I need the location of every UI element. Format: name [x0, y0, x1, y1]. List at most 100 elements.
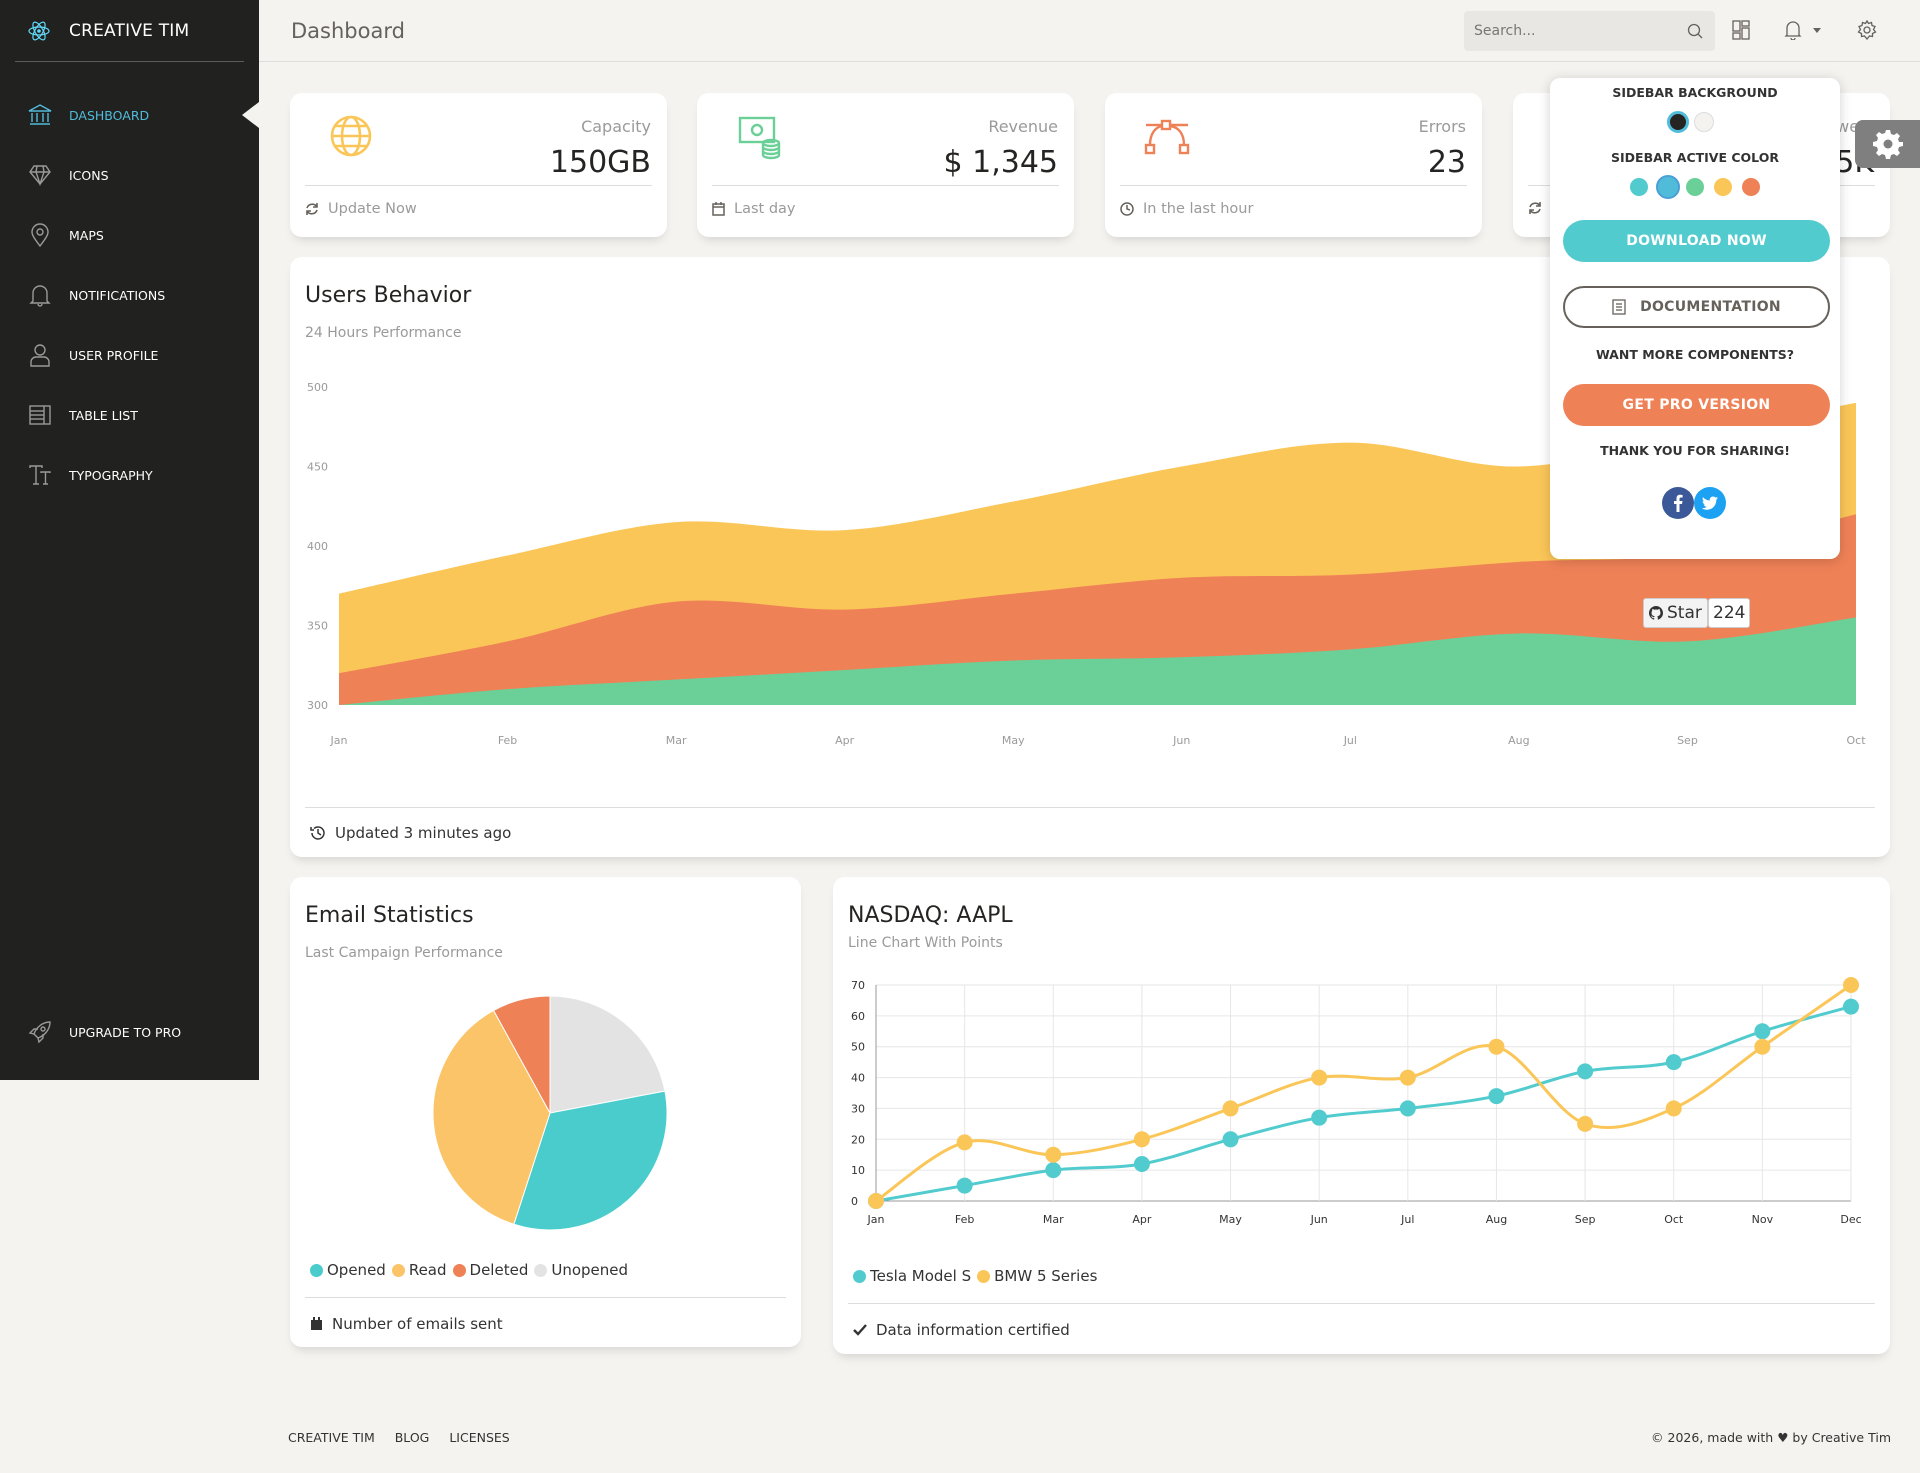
x-tick-label: Jul [1343, 734, 1357, 747]
gear-icon [1872, 130, 1903, 159]
footer-link-blog[interactable]: BLOG [394, 1430, 430, 1445]
settings-gear-icon[interactable] [1857, 20, 1877, 40]
stat-footer[interactable]: In the last hour [1120, 201, 1253, 217]
card-footer-text: Updated 3 minutes ago [335, 824, 512, 842]
data-point [1577, 1063, 1594, 1080]
spaceship-icon [27, 1019, 53, 1045]
legend-dot [452, 1263, 466, 1277]
sidebar-background-heading: SIDEBAR BACKGROUND [1612, 85, 1778, 100]
download-now-button[interactable]: DOWNLOAD NOW [1563, 220, 1830, 262]
stat-footer[interactable]: Last day [712, 201, 795, 217]
active-color-primary-swatch[interactable] [1630, 178, 1648, 196]
y-tick-label: 70 [851, 979, 865, 992]
divider [1120, 185, 1467, 186]
sidebar-item-user-profile[interactable]: USER PROFILE [0, 325, 259, 385]
users-behavior-chart: 300 350 400 450 500 Jan Feb Mar Apr May Jun Jul Aug S… [307, 381, 1866, 747]
legend-item: Opened [310, 1261, 386, 1279]
data-point [1133, 1155, 1150, 1172]
active-color-danger-swatch[interactable] [1742, 178, 1760, 196]
card-subtitle: 24 Hours Performance [305, 325, 462, 341]
layout-icon[interactable] [1732, 20, 1750, 40]
settings-dropdown: SIDEBAR BACKGROUND SIDEBAR ACTIVE COLOR … [1550, 78, 1840, 628]
x-tick-label: Jun [1310, 1213, 1328, 1226]
user-icon [27, 342, 53, 368]
footer-link-creative-tim[interactable]: CREATIVE TIM [288, 1430, 375, 1445]
footer-links: CREATIVE TIM BLOG LICENSES [288, 1430, 526, 1445]
search-icon[interactable] [1687, 23, 1703, 39]
stat-value: $ 1,345 [943, 145, 1058, 180]
check-icon [853, 1324, 867, 1336]
legend-dot [977, 1269, 991, 1283]
legend-dot [853, 1269, 866, 1283]
facebook-share-button[interactable] [1662, 487, 1694, 519]
sidebar-item-icons[interactable]: ICONS [0, 145, 259, 205]
stat-label: Capacity [581, 117, 651, 136]
heart-icon: ♥ [1777, 1430, 1789, 1445]
sidebar-item-notifications[interactable]: NOTIFICATIONS [0, 265, 259, 325]
x-tick-label: Jul [1400, 1213, 1414, 1226]
copyright: © 2026, made with ♥ by Creative Tim [1651, 1430, 1891, 1445]
sidebar-item-label: USER PROFILE [69, 347, 159, 363]
documentation-button[interactable]: DOCUMENTATION [1563, 286, 1830, 328]
stat-value: 23 [1427, 145, 1466, 180]
react-logo-icon [28, 21, 50, 40]
card-subtitle: Last Campaign Performance [305, 945, 503, 961]
clock-icon [1120, 202, 1134, 216]
x-tick-label: Apr [835, 734, 855, 747]
active-color-warning-swatch[interactable] [1714, 178, 1732, 196]
divider [305, 1297, 786, 1298]
sidebar-item-dashboard[interactable]: DASHBOARD [0, 85, 259, 145]
brand[interactable]: CREATIVE TIM [15, 0, 244, 62]
caret-down-icon[interactable] [1813, 28, 1821, 34]
star-label: Star [1667, 603, 1702, 623]
legend-dot [534, 1263, 548, 1277]
x-tick-label: Nov [1752, 1213, 1774, 1226]
card-title: Users Behavior [305, 283, 472, 308]
globe-icon [330, 115, 372, 157]
table-list-icon [27, 402, 53, 428]
sidebar-item-label: TYPOGRAPHY [69, 467, 153, 483]
card-title: NASDAQ: AAPL [848, 903, 1013, 928]
search-input[interactable]: Search... [1464, 11, 1715, 51]
sidebar-item-label: NOTIFICATIONS [69, 287, 166, 303]
copyright-suffix: by Creative Tim [1792, 1430, 1891, 1445]
card-title: Email Statistics [305, 903, 474, 928]
card-footer-text: Number of emails sent [332, 1315, 503, 1333]
series-line [875, 1005, 1852, 1203]
sidebar-item-typography[interactable]: TYPOGRAPHY [0, 445, 259, 505]
github-star-count[interactable]: 224 [1708, 598, 1751, 628]
sidebar-item-maps[interactable]: MAPS [0, 205, 259, 265]
sidebar-bg-white-swatch[interactable] [1694, 112, 1714, 132]
settings-toggle-button[interactable] [1855, 120, 1920, 168]
upgrade-to-pro-link[interactable]: UPGRADE TO PRO [0, 1002, 259, 1062]
email-statistics-card: Email Statistics Last Campaign Performan… [290, 877, 801, 1347]
stat-footer[interactable] [1528, 201, 1542, 215]
get-pro-button[interactable]: GET PRO VERSION [1563, 384, 1830, 426]
footer-link-licenses[interactable]: LICENSES [449, 1430, 510, 1445]
stat-card-capacity: Capacity 150GB Update Now [290, 93, 667, 237]
y-tick-label: 20 [851, 1133, 865, 1146]
y-tick-label: 350 [307, 620, 328, 633]
active-color-success-swatch[interactable] [1686, 178, 1704, 196]
pie-slice [513, 1090, 668, 1231]
active-color-info-swatch[interactable] [1656, 175, 1680, 199]
data-point [1488, 1038, 1505, 1055]
sidebar-item-table-list[interactable]: TABLE LIST [0, 385, 259, 445]
bell-icon [27, 282, 53, 308]
github-star-button[interactable]: Star [1643, 598, 1708, 628]
data-point [1045, 1146, 1062, 1163]
bell-icon[interactable] [1783, 20, 1803, 40]
data-point [1399, 1100, 1416, 1117]
legend-item: Read [391, 1261, 447, 1279]
y-tick-label: 300 [307, 699, 328, 712]
divider [848, 1303, 1875, 1304]
twitter-share-button[interactable] [1694, 487, 1726, 519]
sidebar-bg-black-swatch[interactable] [1667, 111, 1689, 133]
stat-footer[interactable]: Update Now [305, 201, 417, 217]
money-coins-icon [738, 116, 781, 160]
card-footer: Data information certified [853, 1321, 1070, 1339]
data-point [1399, 1069, 1416, 1086]
brand-name: CREATIVE TIM [69, 20, 190, 41]
legend-item: Unopened [534, 1261, 628, 1279]
pie-slice [492, 995, 551, 1114]
